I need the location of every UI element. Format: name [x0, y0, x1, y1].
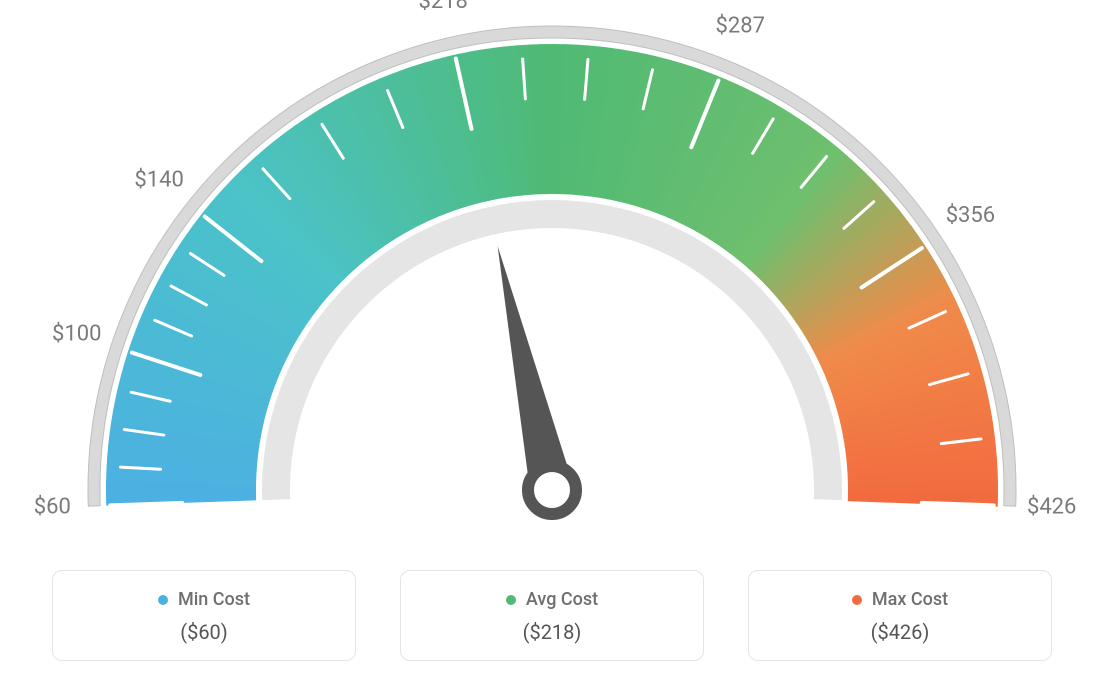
- gauge-tick-label: $100: [52, 321, 101, 346]
- dot-icon: [852, 595, 862, 605]
- legend-value: ($60): [53, 620, 355, 644]
- gauge-needle: [498, 246, 574, 495]
- gauge-tick-label: $426: [1027, 494, 1076, 519]
- gauge-svg: $60 $100 $140 $218 $287 $356 $426: [0, 0, 1104, 540]
- legend-value: ($426): [749, 620, 1051, 644]
- legend-label: Avg Cost: [526, 589, 598, 610]
- gauge-tick-label: $356: [946, 203, 995, 228]
- dot-icon: [506, 595, 516, 605]
- legend-title-min: Min Cost: [158, 589, 250, 610]
- gauge-tick-label: $60: [34, 494, 71, 519]
- gauge-tick-label: $218: [418, 0, 467, 14]
- legend-label: Max Cost: [872, 589, 948, 610]
- gauge-tick-label: $140: [134, 167, 183, 192]
- dot-icon: [158, 595, 168, 605]
- legend-card-avg: Avg Cost ($218): [400, 570, 704, 661]
- gauge-hub-icon: [528, 466, 576, 514]
- legend-card-max: Max Cost ($426): [748, 570, 1052, 661]
- legend-title-max: Max Cost: [852, 589, 948, 610]
- legend-title-avg: Avg Cost: [506, 589, 598, 610]
- cost-gauge: $60 $100 $140 $218 $287 $356 $426: [0, 0, 1104, 540]
- legend-value: ($218): [401, 620, 703, 644]
- legend-row: Min Cost ($60) Avg Cost ($218) Max Cost …: [0, 570, 1104, 661]
- gauge-tick-label: $287: [716, 14, 765, 39]
- legend-label: Min Cost: [178, 589, 250, 610]
- legend-card-min: Min Cost ($60): [52, 570, 356, 661]
